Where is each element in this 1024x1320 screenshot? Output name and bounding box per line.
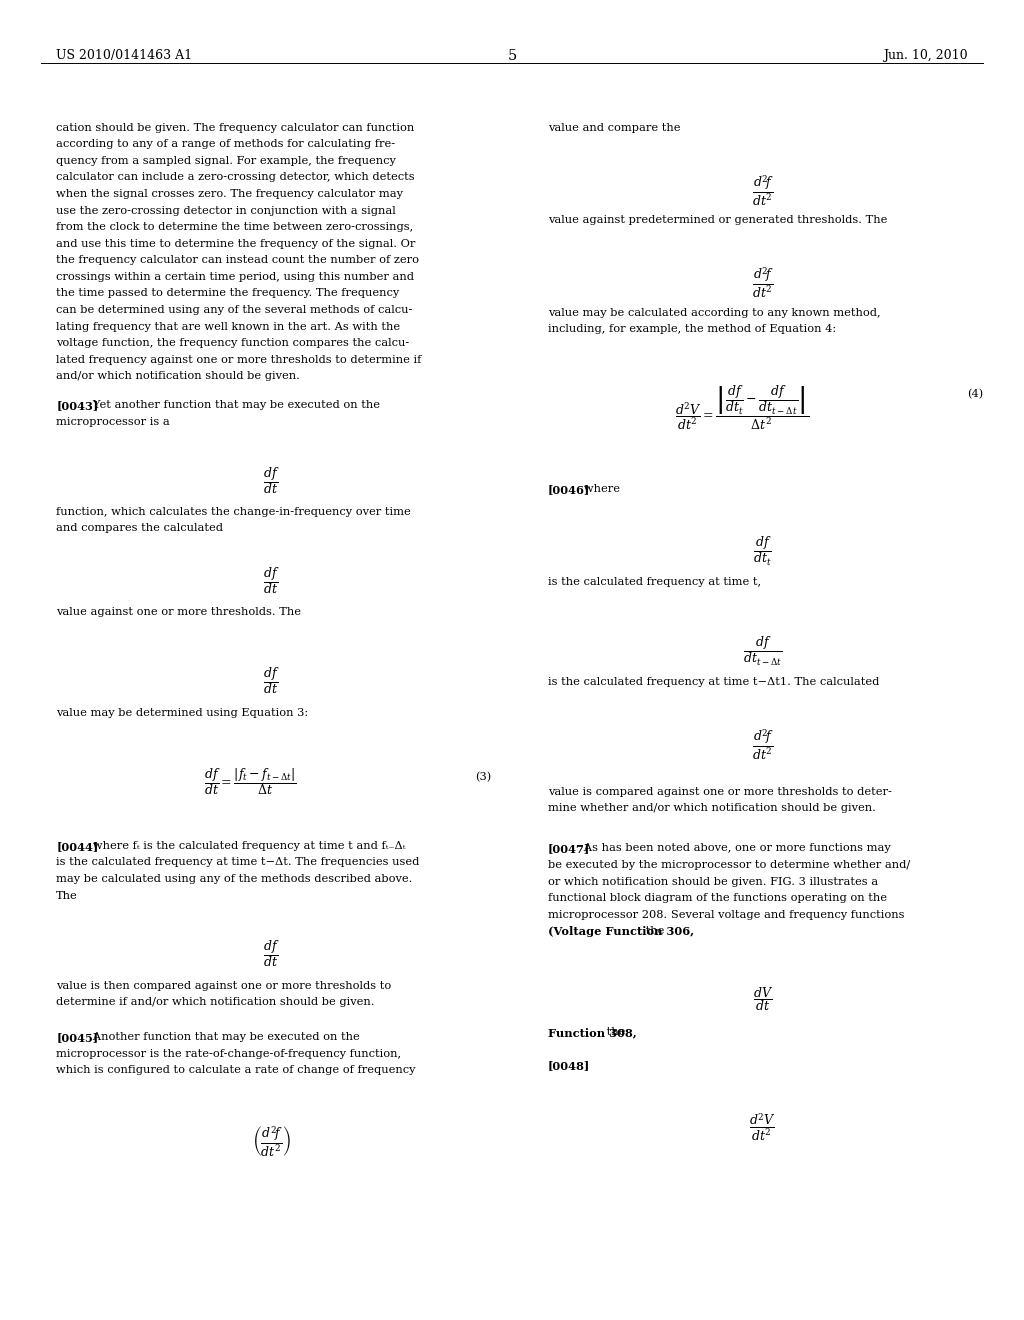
Text: value is compared against one or more thresholds to deter-: value is compared against one or more th… (548, 787, 892, 797)
Text: be executed by the microprocessor to determine whether and/: be executed by the microprocessor to det… (548, 861, 910, 870)
Text: the: the (603, 1027, 626, 1038)
Text: $\dfrac{df}{dt} = \dfrac{|f_t - f_{t-\Delta t}|}{\Delta t}$: $\dfrac{df}{dt} = \dfrac{|f_t - f_{t-\De… (205, 766, 297, 796)
Text: value may be calculated according to any known method,: value may be calculated according to any… (548, 308, 881, 318)
Text: functional block diagram of the functions operating on the: functional block diagram of the function… (548, 894, 887, 903)
Text: value may be determined using Equation 3:: value may be determined using Equation 3… (56, 708, 308, 718)
Text: lating frequency that are well known in the art. As with the: lating frequency that are well known in … (56, 322, 400, 331)
Text: $\dfrac{dV}{dt}$: $\dfrac{dV}{dt}$ (753, 985, 773, 1012)
Text: mine whether and/or which notification should be given.: mine whether and/or which notification s… (548, 804, 876, 813)
Text: which is configured to calculate a rate of change of frequency: which is configured to calculate a rate … (56, 1065, 416, 1076)
Text: $\dfrac{df}{dt}$: $\dfrac{df}{dt}$ (263, 665, 280, 696)
Text: where fₜ is the calculated frequency at time t and fₜ₋Δₜ: where fₜ is the calculated frequency at … (82, 841, 406, 851)
Text: microprocessor is the rate-of-change-of-frequency function,: microprocessor is the rate-of-change-of-… (56, 1049, 401, 1059)
Text: microprocessor is a: microprocessor is a (56, 417, 170, 426)
Text: or which notification should be given. FIG. 3 illustrates a: or which notification should be given. F… (548, 876, 878, 887)
Text: $\dfrac{d^2V}{dt^2}$: $\dfrac{d^2V}{dt^2}$ (750, 1111, 776, 1143)
Text: $\dfrac{d^2\!f}{dt^2}$: $\dfrac{d^2\!f}{dt^2}$ (752, 727, 774, 762)
Text: is the calculated frequency at time t−Δt. The frequencies used: is the calculated frequency at time t−Δt… (56, 858, 420, 867)
Text: (Voltage Function 306,: (Voltage Function 306, (548, 927, 694, 937)
Text: microprocessor 208. Several voltage and frequency functions: microprocessor 208. Several voltage and … (548, 909, 904, 920)
Text: $\dfrac{df}{dt_t}$: $\dfrac{df}{dt_t}$ (754, 535, 772, 568)
Text: lated frequency against one or more thresholds to determine if: lated frequency against one or more thre… (56, 355, 422, 364)
Text: $\dfrac{d^2\!f}{dt^2}$: $\dfrac{d^2\!f}{dt^2}$ (752, 265, 774, 300)
Text: Jun. 10, 2010: Jun. 10, 2010 (883, 49, 968, 62)
Text: $\dfrac{df}{dt_{t-\Delta t}}$: $\dfrac{df}{dt_{t-\Delta t}}$ (743, 635, 782, 668)
Text: when the signal crosses zero. The frequency calculator may: when the signal crosses zero. The freque… (56, 189, 403, 199)
Text: Another function that may be executed on the: Another function that may be executed on… (82, 1032, 359, 1043)
Text: [0047]: [0047] (548, 843, 590, 854)
Text: $\dfrac{df}{dt}$: $\dfrac{df}{dt}$ (263, 565, 280, 595)
Text: use the zero-crossing detector in conjunction with a signal: use the zero-crossing detector in conjun… (56, 206, 396, 215)
Text: including, for example, the method of Equation 4:: including, for example, the method of Eq… (548, 325, 836, 334)
Text: value is then compared against one or more thresholds to: value is then compared against one or mo… (56, 981, 391, 991)
Text: and use this time to determine the frequency of the signal. Or: and use this time to determine the frequ… (56, 239, 416, 248)
Text: the frequency calculator can instead count the number of zero: the frequency calculator can instead cou… (56, 255, 419, 265)
Text: function, which calculates the change-in-frequency over time: function, which calculates the change-in… (56, 507, 411, 517)
Text: Yet another function that may be executed on the: Yet another function that may be execute… (82, 400, 380, 411)
Text: As has been noted above, one or more functions may: As has been noted above, one or more fun… (573, 843, 891, 854)
Text: and compares the calculated: and compares the calculated (56, 524, 223, 533)
Text: [0046]: [0046] (548, 484, 590, 495)
Text: is the calculated frequency at time t,: is the calculated frequency at time t, (548, 577, 761, 587)
Text: where: where (573, 484, 621, 495)
Text: according to any of a range of methods for calculating fre-: according to any of a range of methods f… (56, 140, 395, 149)
Text: $\dfrac{d^2\!f}{dt^2}$: $\dfrac{d^2\!f}{dt^2}$ (752, 173, 774, 207)
Text: from the clock to determine the time between zero-crossings,: from the clock to determine the time bet… (56, 222, 414, 232)
Text: can be determined using any of the several methods of calcu-: can be determined using any of the sever… (56, 305, 413, 315)
Text: (3): (3) (475, 772, 492, 783)
Text: [0044]: [0044] (56, 841, 98, 851)
Text: value and compare the: value and compare the (548, 123, 680, 133)
Text: may be calculated using any of the methods described above.: may be calculated using any of the metho… (56, 874, 413, 884)
Text: determine if and/or which notification should be given.: determine if and/or which notification s… (56, 998, 375, 1007)
Text: calculator can include a zero-crossing detector, which detects: calculator can include a zero-crossing d… (56, 173, 415, 182)
Text: [0045]: [0045] (56, 1032, 98, 1043)
Text: 5: 5 (507, 49, 517, 63)
Text: [0043]: [0043] (56, 400, 98, 411)
Text: cation should be given. The frequency calculator can function: cation should be given. The frequency ca… (56, 123, 415, 133)
Text: $\dfrac{df}{dt}$: $\dfrac{df}{dt}$ (263, 465, 280, 495)
Text: $\dfrac{d^2V}{dt^2} = \dfrac{\left|\dfrac{df}{dt_t} - \dfrac{df}{dt_{t-\Delta t}: $\dfrac{d^2V}{dt^2} = \dfrac{\left|\dfra… (676, 383, 809, 432)
Text: quency from a sampled signal. For example, the frequency: quency from a sampled signal. For exampl… (56, 156, 396, 166)
Text: The: The (56, 891, 78, 900)
Text: US 2010/0141463 A1: US 2010/0141463 A1 (56, 49, 193, 62)
Text: the time passed to determine the frequency. The frequency: the time passed to determine the frequen… (56, 288, 399, 298)
Text: value against predetermined or generated thresholds. The: value against predetermined or generated… (548, 215, 887, 226)
Text: (4): (4) (967, 389, 983, 400)
Text: crossings within a certain time period, using this number and: crossings within a certain time period, … (56, 272, 415, 282)
Text: is the calculated frequency at time t−Δt1. The calculated: is the calculated frequency at time t−Δt… (548, 677, 880, 688)
Text: $\left(\dfrac{d^2\!f}{dt^2}\right)$: $\left(\dfrac{d^2\!f}{dt^2}\right)$ (252, 1125, 291, 1159)
Text: and/or which notification should be given.: and/or which notification should be give… (56, 371, 300, 381)
Text: the: the (642, 927, 664, 936)
Text: value against one or more thresholds. The: value against one or more thresholds. Th… (56, 607, 301, 618)
Text: voltage function, the frequency function compares the calcu-: voltage function, the frequency function… (56, 338, 410, 348)
Text: [0048]: [0048] (548, 1060, 590, 1071)
Text: Function 308,: Function 308, (548, 1027, 637, 1038)
Text: $\dfrac{df}{dt}$: $\dfrac{df}{dt}$ (263, 939, 280, 969)
